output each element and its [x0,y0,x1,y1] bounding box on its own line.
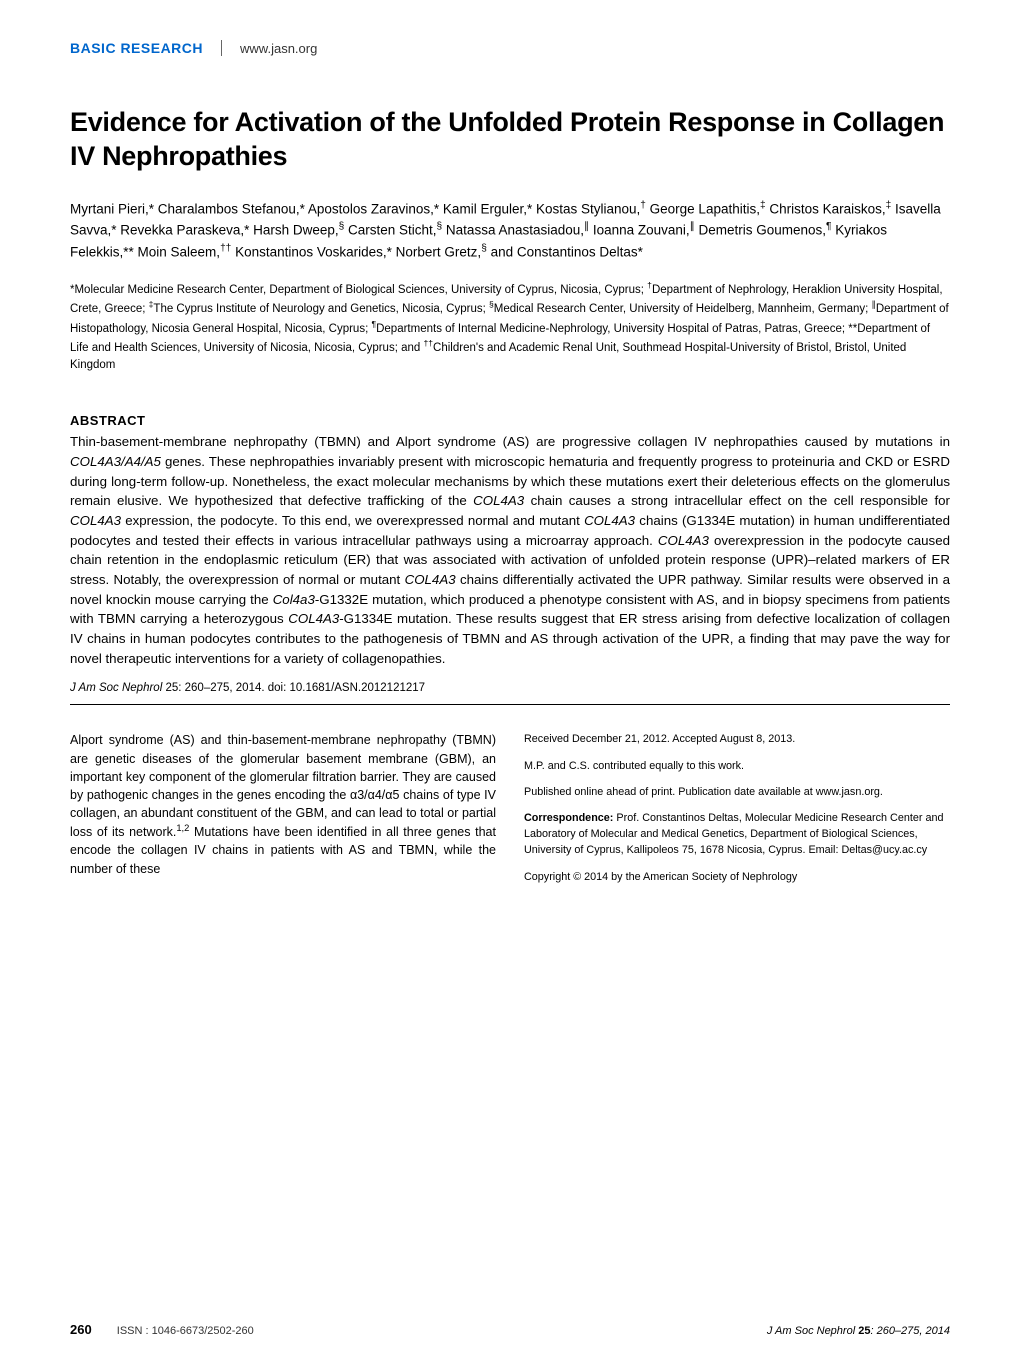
body-left-column: Alport syndrome (AS) and thin-basement-m… [70,731,496,894]
authors-list: Myrtani Pieri,* Charalambos Stefanou,* A… [70,198,950,263]
copyright: Copyright © 2014 by the American Society… [524,869,950,885]
footer-volume: 25 [858,1325,870,1337]
correspondence: Correspondence: Prof. Constantinos Delta… [524,810,950,859]
citation: J Am Soc Nephrol 25: 260–275, 2014. doi:… [70,682,950,694]
received-accepted: Received December 21, 2012. Accepted Aug… [524,731,950,747]
footer-pages-year: : 260–275, 2014 [870,1325,950,1337]
page-number: 260 [70,1322,92,1337]
contribution-note: M.P. and C.S. contributed equally to thi… [524,758,950,774]
body-columns: Alport syndrome (AS) and thin-basement-m… [70,731,950,894]
body-right-column: Received December 21, 2012. Accepted Aug… [524,731,950,894]
issn: ISSN : 1046-6673/2502-260 [117,1325,254,1337]
page-footer: 260 ISSN : 1046-6673/2502-260 J Am Soc N… [70,1322,950,1337]
website-url: www.jasn.org [240,41,317,56]
section-label: BASIC RESEARCH [70,40,203,56]
footer-left: 260 ISSN : 1046-6673/2502-260 [70,1322,254,1337]
footer-journal: J Am Soc Nephrol [767,1325,855,1337]
abstract-heading: ABSTRACT [70,413,950,428]
citation-rest: 25: 260–275, 2014. doi: 10.1681/ASN.2012… [162,682,425,694]
horizontal-rule [70,704,950,705]
header-divider [221,40,222,56]
article-title: Evidence for Activation of the Unfolded … [70,106,950,174]
affiliations-list: *Molecular Medicine Research Center, Dep… [70,279,950,374]
footer-right: J Am Soc Nephrol 25: 260–275, 2014 [767,1325,950,1337]
page-header: BASIC RESEARCH www.jasn.org [70,40,950,56]
citation-journal: J Am Soc Nephrol [70,682,162,694]
abstract-text: Thin-basement-membrane nephropathy (TBMN… [70,432,950,668]
publication-note: Published online ahead of print. Publica… [524,784,950,800]
